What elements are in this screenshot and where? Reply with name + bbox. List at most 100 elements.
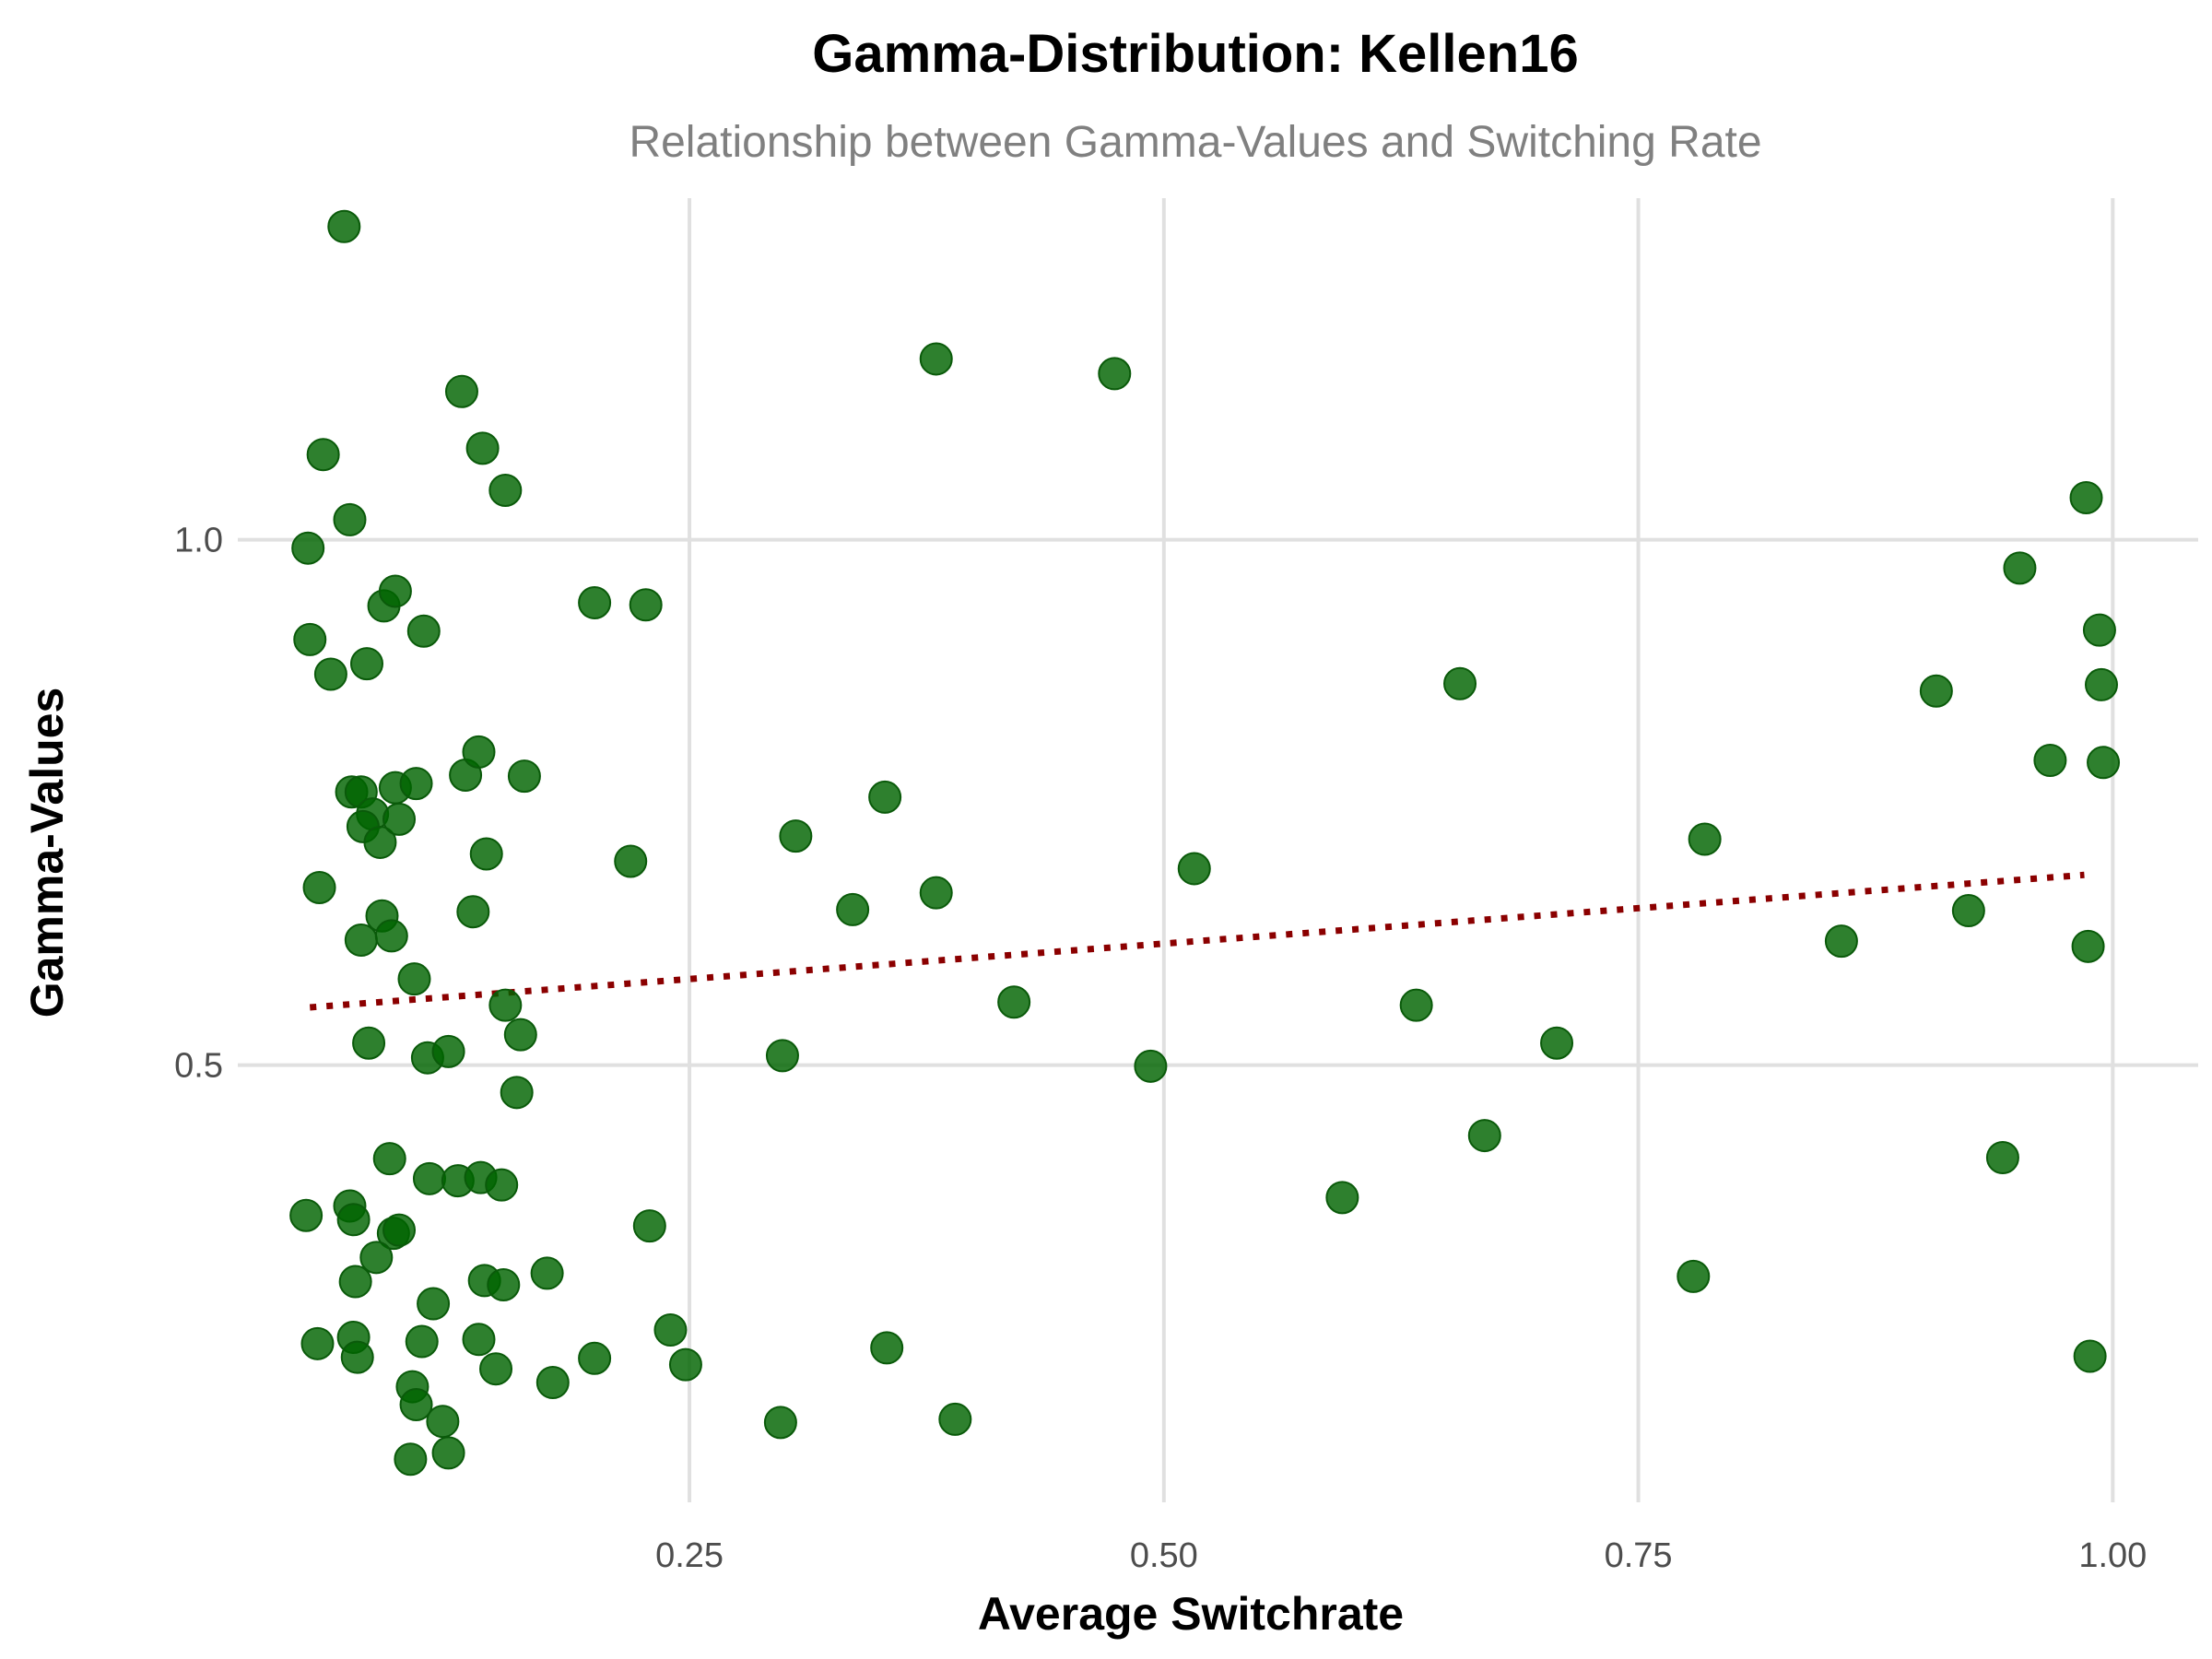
data-point bbox=[289, 1198, 324, 1232]
data-point bbox=[363, 825, 397, 859]
data-point bbox=[2073, 1339, 2107, 1373]
y-tick-label: 0.5 bbox=[174, 1047, 223, 1086]
x-tick-label: 0.25 bbox=[655, 1536, 724, 1575]
data-point bbox=[399, 767, 433, 801]
data-point bbox=[530, 1256, 564, 1290]
data-point bbox=[352, 1026, 386, 1060]
data-point bbox=[338, 1265, 372, 1299]
data-point bbox=[336, 1203, 371, 1237]
data-point bbox=[1443, 666, 1477, 700]
data-point bbox=[2084, 667, 2118, 701]
data-point bbox=[300, 1326, 335, 1360]
data-point bbox=[399, 1387, 433, 1421]
data-point bbox=[1688, 822, 1722, 856]
data-point bbox=[488, 473, 523, 507]
data-point bbox=[1098, 357, 1132, 391]
x-tick-label: 0.50 bbox=[1130, 1536, 1198, 1575]
data-point bbox=[2003, 551, 2037, 585]
data-point bbox=[507, 759, 541, 794]
data-point bbox=[291, 531, 325, 565]
data-point bbox=[397, 962, 431, 996]
data-point bbox=[382, 802, 417, 836]
data-point bbox=[302, 870, 336, 904]
data-point bbox=[1467, 1119, 1501, 1153]
trend-line bbox=[309, 871, 2085, 1011]
y-tick-label: 1.0 bbox=[174, 522, 223, 560]
data-point bbox=[938, 1402, 972, 1436]
data-point bbox=[1677, 1259, 1711, 1293]
data-point bbox=[1824, 924, 1858, 959]
data-point bbox=[653, 1313, 688, 1347]
data-point bbox=[412, 1161, 446, 1195]
data-point bbox=[1951, 894, 1985, 928]
x-tick-label: 1.00 bbox=[2078, 1536, 2147, 1575]
data-point bbox=[306, 438, 340, 472]
data-point bbox=[487, 1267, 521, 1301]
data-point bbox=[394, 1442, 428, 1477]
data-point bbox=[479, 1352, 513, 1386]
y-axis-title: Gamma-Values bbox=[21, 688, 73, 1018]
data-point bbox=[462, 735, 496, 769]
data-point bbox=[374, 919, 408, 953]
data-point bbox=[629, 588, 663, 622]
data-point bbox=[779, 819, 813, 853]
data-point bbox=[444, 374, 478, 408]
data-point bbox=[2087, 746, 2121, 780]
data-point bbox=[462, 1323, 496, 1357]
points-layer bbox=[289, 209, 2121, 1477]
data-point bbox=[406, 614, 441, 648]
data-point bbox=[340, 1340, 374, 1374]
x-tick-label: 0.75 bbox=[1605, 1536, 1673, 1575]
data-point bbox=[1399, 988, 1433, 1022]
grid-layer bbox=[238, 198, 2198, 1502]
x-axis-title: Average Switchrate bbox=[978, 1588, 1404, 1640]
data-point bbox=[763, 1406, 797, 1440]
data-point bbox=[1540, 1026, 1574, 1060]
data-point bbox=[485, 1168, 519, 1202]
data-point bbox=[614, 844, 648, 878]
data-point bbox=[578, 585, 612, 619]
data-point bbox=[1177, 852, 1211, 886]
data-point bbox=[488, 988, 523, 1022]
data-point bbox=[417, 1287, 451, 1321]
data-point bbox=[359, 1241, 394, 1275]
data-point bbox=[350, 647, 384, 681]
data-point bbox=[870, 1331, 904, 1365]
data-point bbox=[426, 1405, 460, 1439]
chart-title: Gamma-Distribution: Kellen16 bbox=[812, 24, 1578, 84]
data-point bbox=[1134, 1049, 1168, 1083]
data-point bbox=[465, 431, 500, 465]
data-point bbox=[836, 892, 870, 926]
data-point bbox=[431, 1034, 465, 1068]
data-point bbox=[313, 657, 347, 691]
data-point bbox=[293, 622, 327, 656]
data-point bbox=[2033, 744, 2067, 778]
data-point bbox=[765, 1039, 799, 1073]
data-point bbox=[327, 209, 361, 243]
data-point bbox=[1919, 674, 1953, 708]
data-point bbox=[535, 1366, 570, 1400]
data-point bbox=[632, 1209, 666, 1243]
data-point bbox=[1325, 1181, 1359, 1215]
data-point bbox=[997, 985, 1031, 1019]
data-point bbox=[919, 342, 953, 376]
data-point bbox=[431, 1436, 465, 1470]
data-point bbox=[578, 1341, 612, 1375]
data-point bbox=[2071, 929, 2105, 963]
data-point bbox=[372, 1142, 406, 1176]
data-point bbox=[2069, 480, 2103, 514]
data-point bbox=[500, 1076, 534, 1110]
data-point bbox=[503, 1018, 537, 1052]
data-point bbox=[378, 574, 412, 608]
data-point bbox=[2082, 613, 2116, 647]
data-point bbox=[382, 1213, 417, 1247]
ticks-layer: 0.25 0.50 0.75 1.00 0.5 1.0 bbox=[174, 522, 2147, 1575]
data-point bbox=[668, 1347, 702, 1382]
data-point bbox=[469, 837, 503, 871]
data-point bbox=[333, 502, 367, 536]
data-point bbox=[456, 895, 490, 929]
trend-layer bbox=[309, 871, 2085, 1011]
data-point bbox=[405, 1324, 439, 1359]
